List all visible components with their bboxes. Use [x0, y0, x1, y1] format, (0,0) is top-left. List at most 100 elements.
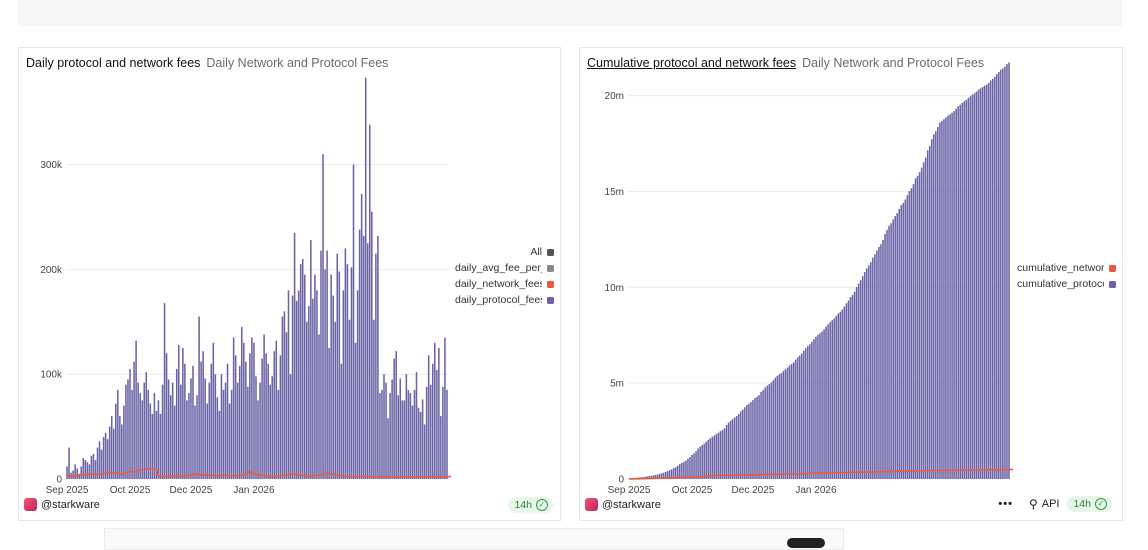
bar [389, 393, 391, 479]
legend-item[interactable]: cumulative_protocol_fees [1017, 276, 1116, 292]
bottom-strip [104, 528, 844, 550]
bar [223, 390, 225, 479]
bar [959, 105, 961, 479]
bar [129, 369, 131, 479]
bar [894, 216, 896, 479]
bar [184, 364, 186, 479]
bar [937, 127, 939, 479]
bar [1004, 67, 1006, 479]
bar [265, 353, 267, 479]
bar [777, 376, 779, 479]
bar [852, 295, 854, 479]
freshness-badge[interactable]: 14h✓ [1067, 496, 1112, 512]
bar [720, 431, 722, 479]
x-tick-label: Jan 2026 [233, 485, 275, 496]
bar [402, 400, 404, 479]
bar [933, 134, 935, 479]
bar [1006, 64, 1008, 479]
bar [953, 111, 955, 479]
bar [186, 400, 188, 479]
bar [742, 410, 744, 479]
bar [428, 355, 430, 479]
bar [935, 131, 937, 479]
freshness-badge[interactable]: 14h✓ [508, 497, 553, 513]
bar [198, 317, 200, 479]
bar [245, 362, 247, 479]
bar [261, 358, 263, 479]
x-tick-label: Oct 2025 [672, 485, 713, 496]
bar [740, 411, 742, 479]
bar [133, 362, 135, 479]
chart-legend: cumulative_network_feescumulative_protoc… [1017, 260, 1116, 292]
bar [687, 459, 689, 479]
y-tick-label: 10m [605, 283, 624, 294]
api-button[interactable]: ⚲API [1029, 497, 1060, 511]
legend-item[interactable]: All [455, 244, 554, 260]
bar [748, 404, 750, 479]
bar [312, 299, 314, 479]
legend-label: daily_network_fees [455, 278, 542, 290]
y-tick-label: 0 [618, 475, 624, 486]
bar [838, 313, 840, 479]
legend-item[interactable]: daily_avg_fee_per_ [455, 260, 554, 276]
bar [111, 416, 113, 479]
bar [72, 471, 74, 479]
legend-item[interactable]: daily_network_fees [455, 276, 554, 292]
bar [752, 400, 754, 479]
bar [785, 369, 787, 479]
bar [172, 383, 174, 479]
bar [819, 333, 821, 479]
bar [194, 406, 196, 479]
bar [797, 357, 799, 479]
bar [255, 376, 257, 479]
bar [278, 390, 280, 479]
bar [917, 176, 919, 479]
bar [91, 456, 93, 479]
more-options-button[interactable]: ••• [998, 498, 1013, 510]
bar [336, 254, 338, 479]
freshness-value: 14h [1073, 498, 1091, 510]
bar [347, 264, 349, 479]
bar [726, 425, 728, 479]
bar [125, 385, 127, 479]
bar [93, 454, 95, 479]
bar [404, 400, 406, 479]
bar [815, 337, 817, 479]
bar [896, 213, 898, 479]
legend-swatch [1109, 265, 1116, 272]
bar [882, 240, 884, 479]
bar [121, 425, 123, 479]
bar [324, 269, 326, 479]
bar [188, 393, 190, 479]
bar [880, 244, 882, 479]
bar [892, 219, 894, 479]
bar [856, 287, 858, 479]
bar [359, 230, 361, 479]
legend-item[interactable]: daily_protocol_fees [455, 292, 554, 308]
bar [978, 90, 980, 479]
bar [361, 194, 363, 479]
bar [744, 407, 746, 479]
bar [921, 168, 923, 479]
author-tag[interactable]: @starkware [585, 498, 661, 511]
bar [271, 376, 273, 479]
legend-item[interactable]: cumulative_network_fees [1017, 260, 1116, 276]
chart-actions: ••• ⚲API 14h✓ [998, 496, 1112, 512]
bar [211, 364, 213, 479]
legend-swatch [547, 249, 554, 256]
bar [901, 205, 903, 479]
bar [968, 98, 970, 479]
bar [980, 88, 982, 479]
bar [302, 259, 304, 479]
bar [196, 395, 198, 479]
bar [326, 251, 328, 479]
bar [257, 400, 259, 479]
x-tick-label: Jan 2026 [795, 485, 837, 496]
bar [375, 254, 377, 479]
bar [444, 338, 446, 479]
bar [373, 320, 375, 479]
author-tag[interactable]: @starkware [24, 498, 100, 511]
y-tick-label: 20m [605, 91, 624, 102]
bar [970, 96, 972, 479]
